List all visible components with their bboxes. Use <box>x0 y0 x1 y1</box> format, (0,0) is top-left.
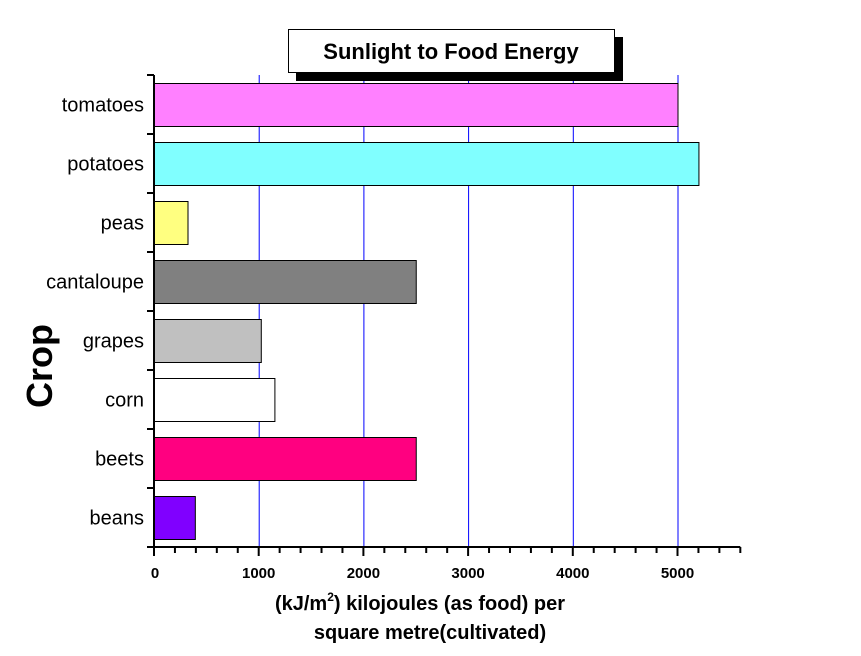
y-axis-label: Crop <box>19 324 60 408</box>
axes <box>147 74 742 556</box>
x-axis-label-superscript: 2 <box>327 590 334 604</box>
category-label: peas <box>101 213 144 235</box>
bar-beets <box>154 437 417 481</box>
bar-beans <box>154 496 196 540</box>
category-label: potatoes <box>67 154 144 176</box>
x-axis-label-suffix: ) kilojoules (as food) per <box>334 593 565 615</box>
x-tick-labels: 0 1000 2000 3000 4000 5000 <box>151 565 694 582</box>
bar-tomatoes <box>154 83 679 127</box>
bar-peas <box>154 201 189 245</box>
x-tick-label: 3000 <box>451 565 484 582</box>
category-label: beets <box>95 449 144 471</box>
x-tick-label: 2000 <box>347 565 380 582</box>
category-label: beans <box>90 508 145 530</box>
category-label: cantaloupe <box>46 272 144 294</box>
category-labels: tomatoes potatoes peas cantaloupe grapes corn… <box>46 95 144 530</box>
x-axis-label-line1: (kJ/m2) kilojoules (as food) per <box>275 590 565 615</box>
category-label: grapes <box>83 331 144 353</box>
x-tick-label: 0 <box>151 565 159 582</box>
bar-cantaloupe <box>154 260 417 304</box>
category-label: corn <box>105 390 144 412</box>
x-tick-label: 1000 <box>242 565 275 582</box>
bar-potatoes <box>154 142 700 186</box>
x-axis-label-prefix: (kJ/m <box>275 593 327 615</box>
bars <box>154 83 700 540</box>
x-tick-label: 4000 <box>556 565 589 582</box>
bar-grapes <box>154 319 262 363</box>
chart-title-box: Sunlight to Food Energy <box>288 29 623 81</box>
category-label: tomatoes <box>62 95 144 117</box>
chart-title: Sunlight to Food Energy <box>323 39 579 64</box>
x-axis-label-line2: square metre(cultivated) <box>314 622 546 644</box>
bar-corn <box>154 378 276 422</box>
x-tick-label: 5000 <box>661 565 694 582</box>
